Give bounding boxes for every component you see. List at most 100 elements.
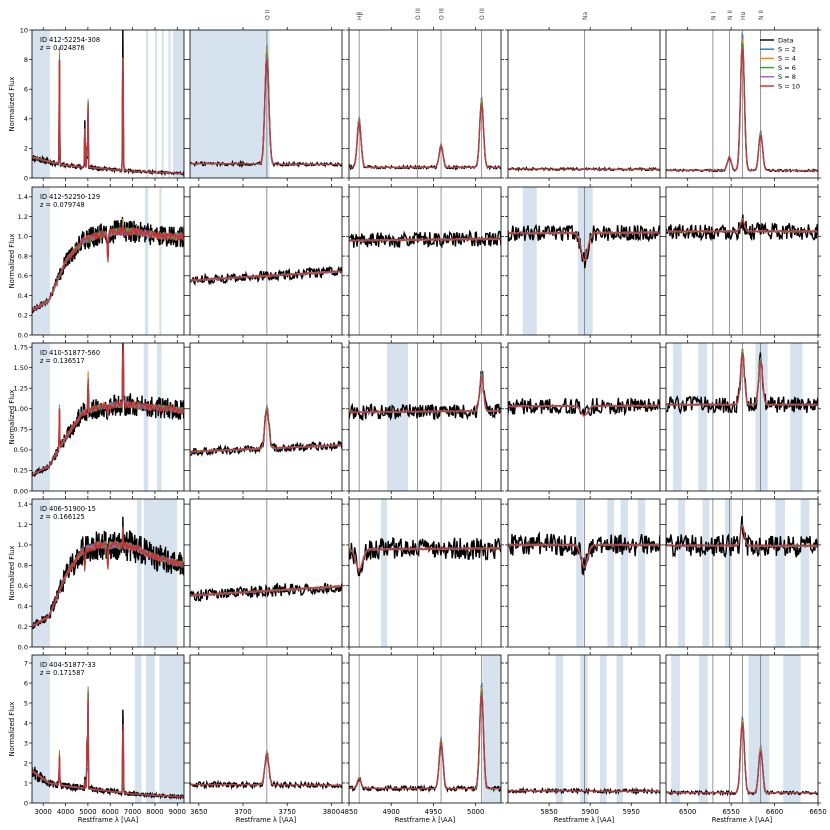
y-tick-label: 1.4 — [18, 193, 28, 201]
model-series-3 — [32, 54, 184, 175]
panel-r3-c2 — [346, 496, 504, 650]
y-tick-label: 0.6 — [18, 272, 28, 280]
mask-region — [32, 30, 50, 178]
mask-region — [637, 499, 646, 647]
panel-frame — [348, 654, 502, 804]
x-tick-label: 3700 — [234, 808, 251, 816]
y-tick-label: 7 — [24, 659, 28, 667]
y-tick-label: 0.4 — [18, 292, 28, 300]
panel-frame — [507, 654, 661, 804]
x-tick-label: 5900 — [582, 808, 599, 816]
legend-label: S = 8 — [778, 73, 796, 81]
model-series-5 — [190, 409, 342, 453]
y-tick-label: 10 — [20, 26, 28, 34]
legend: Data S = 2S = 4S = 6S = 8S = 10 — [760, 36, 800, 90]
panel-frame — [348, 186, 502, 336]
model-series-5 — [666, 354, 818, 407]
mask-region — [790, 343, 803, 491]
mask-region — [620, 499, 628, 647]
x-tick-label: 9000 — [169, 808, 186, 816]
x-axis-label: Restframe λ [\AA] — [554, 816, 615, 824]
y-tick-label: 0.0 — [18, 331, 28, 339]
panel-frame — [665, 29, 819, 179]
mask-region — [522, 187, 537, 335]
x-axis-label: Restframe λ [\AA] — [236, 816, 297, 824]
panel-plot-area — [349, 187, 501, 335]
panel-plot-area — [349, 655, 501, 803]
y-tick-label: 0.2 — [18, 623, 28, 631]
model-series-5 — [508, 404, 660, 417]
y-tick-label: 1 — [24, 779, 28, 787]
y-tick-label: 0.75 — [14, 426, 28, 434]
y-tick-label: 2 — [24, 759, 28, 767]
mask-region — [157, 343, 162, 491]
legend-label: Data — [778, 36, 794, 44]
panel-r4-c4: 6500 6550 6600 6650 — [663, 652, 827, 816]
model-series-5 — [32, 225, 184, 312]
y-tick-label: 0.0 — [18, 643, 28, 651]
panel-r4-c2: 4850 4900 4950 5000 — [340, 652, 504, 816]
legend-label: S = 10 — [778, 82, 800, 90]
model-series-5 — [508, 790, 660, 792]
y-axis-label: Normalized Flux — [8, 390, 16, 445]
x-tick-label: 4950 — [425, 808, 442, 816]
panel-r3-c0: 0.0 0.2 0.4 0.6 0.8 1.0 1.2 1.4 ID 406-51900-15z… — [18, 496, 187, 651]
line-marker-label: N II — [758, 10, 765, 20]
y-tick-label: 0.8 — [18, 252, 28, 260]
redshift-label: z = 0.024876 — [40, 44, 85, 52]
line-marker-label: O III — [415, 8, 422, 20]
mask-region — [678, 499, 686, 647]
y-tick-label: 0.4 — [18, 602, 28, 610]
mask-region — [143, 343, 149, 491]
y-axis-label: Normalized Flux — [8, 702, 16, 757]
panel-plot-area — [32, 499, 184, 647]
mask-region — [144, 187, 149, 335]
y-tick-label: 4 — [24, 719, 28, 727]
model-series-1 — [32, 46, 184, 175]
redshift-label: z = 0.166125 — [40, 513, 85, 521]
object-id: ID 404-51877-33 — [40, 661, 96, 669]
y-tick-label: 6 — [24, 679, 28, 687]
mask-region — [672, 343, 682, 491]
model-series-5 — [666, 526, 818, 548]
mask-region — [580, 655, 588, 803]
x-tick-label: 3650 — [190, 808, 207, 816]
panel-r1-c0: 0.0 0.2 0.4 0.6 0.8 1.0 1.2 1.4 ID 412-52250-129… — [18, 184, 187, 339]
panel-frame — [665, 654, 819, 804]
panel-plot-area — [666, 30, 818, 178]
y-tick-label: 1.2 — [18, 521, 28, 529]
redshift-label: z = 0.079748 — [40, 201, 85, 209]
model-series-5 — [32, 60, 184, 175]
panel-plot-area — [666, 499, 818, 647]
mask-region — [600, 655, 607, 803]
y-tick-label: 4 — [24, 115, 28, 123]
x-axis-label: Restframe λ [\AA] — [78, 816, 139, 824]
model-series-5 — [349, 546, 501, 571]
model-series-5 — [666, 48, 818, 172]
object-id: ID 412-52250-129 — [40, 193, 100, 201]
panel-plot-area — [666, 655, 818, 803]
mask-region — [775, 499, 785, 647]
panel-frame — [31, 29, 185, 179]
model-series-5 — [349, 375, 501, 414]
panel-plot-area — [32, 30, 184, 178]
y-axis-label: Normalized Flux — [8, 234, 16, 289]
model-series-5 — [666, 218, 818, 234]
x-tick-label: 7000 — [124, 808, 141, 816]
panel-frame — [189, 342, 343, 492]
line-marker-label: N II — [727, 10, 734, 20]
panel-frame — [507, 498, 661, 648]
panel-plot-area — [508, 343, 660, 491]
mask-region — [146, 30, 149, 178]
panel-frame — [189, 498, 343, 648]
legend-label: S = 6 — [778, 64, 796, 72]
y-tick-label: 5 — [24, 699, 28, 707]
panel-r0-c4 — [663, 27, 821, 181]
mask-region — [134, 655, 142, 803]
x-tick-label: 4850 — [340, 808, 357, 816]
model-series-5 — [349, 104, 501, 169]
x-tick-label: 5000 — [467, 808, 484, 816]
mask-region — [699, 655, 708, 803]
panel-plot-area — [32, 343, 184, 491]
mask-region — [32, 499, 50, 647]
